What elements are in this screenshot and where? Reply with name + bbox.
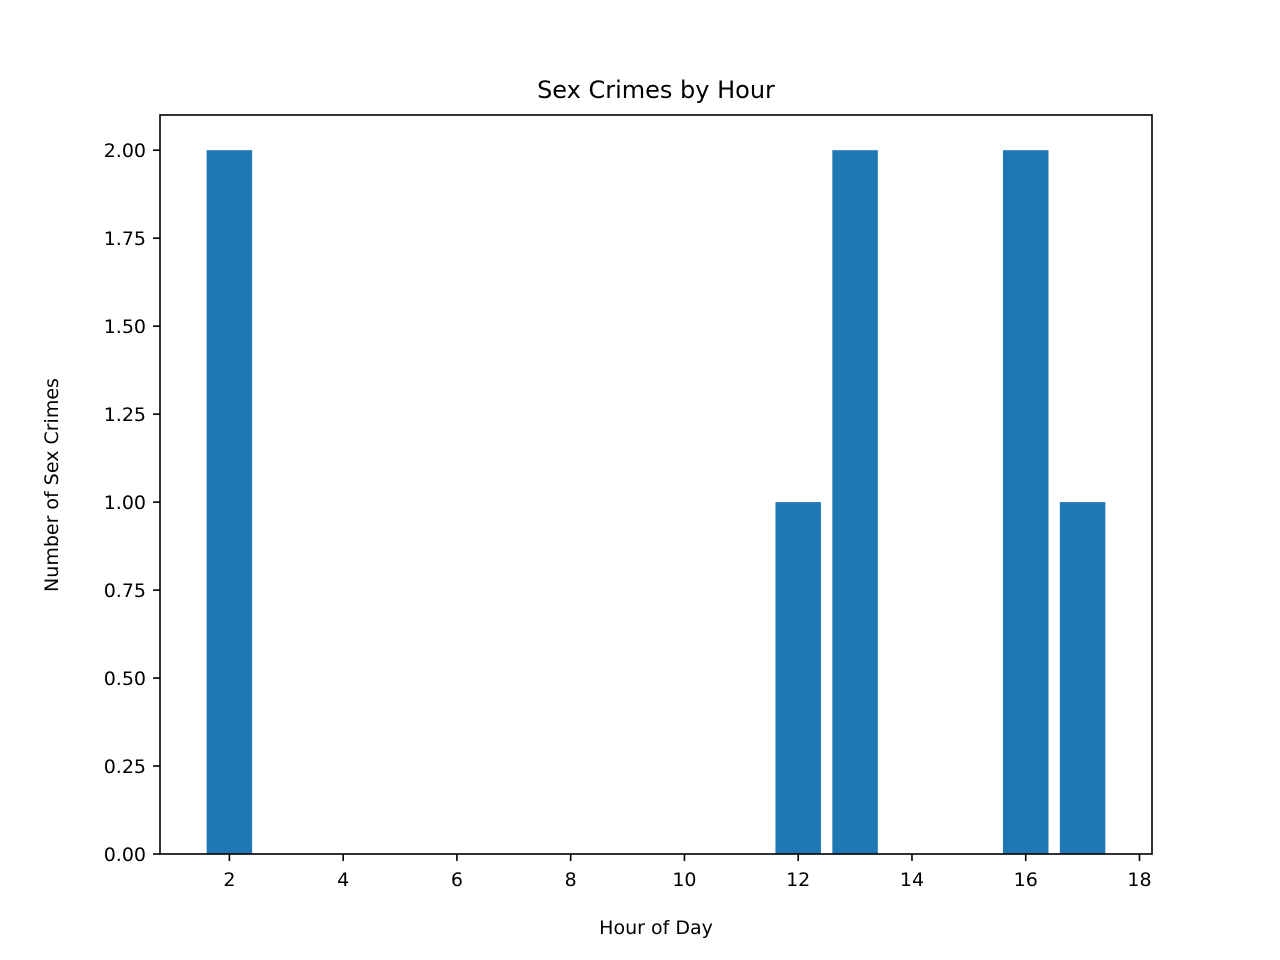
y-tick-label: 1.25 bbox=[104, 404, 146, 426]
y-tick-label: 0.00 bbox=[104, 844, 146, 866]
bars-group bbox=[206, 150, 1106, 854]
x-tick-label: 14 bbox=[900, 869, 924, 891]
x-axis-label: Hour of Day bbox=[599, 917, 713, 939]
y-axis-label: Number of Sex Crimes bbox=[41, 378, 63, 592]
bar-hour-13 bbox=[832, 150, 878, 854]
y-tick-label: 1.75 bbox=[104, 228, 146, 250]
y-tick-label: 0.25 bbox=[104, 756, 146, 778]
x-tick-label: 18 bbox=[1127, 869, 1151, 891]
y-tick-label: 0.50 bbox=[104, 668, 146, 690]
bar-hour-2 bbox=[206, 150, 253, 854]
bar-hour-12 bbox=[775, 502, 821, 854]
x-tick-label: 6 bbox=[451, 869, 463, 891]
y-tick-label: 1.50 bbox=[104, 316, 146, 338]
x-tick-label: 16 bbox=[1014, 869, 1038, 891]
y-tick-label: 2.00 bbox=[104, 140, 146, 162]
bar-hour-17 bbox=[1059, 502, 1106, 854]
y-axis-ticks: 0.00 0.25 0.50 0.75 1.00 1.25 1.50 1.75 2.00 bbox=[104, 140, 160, 866]
y-tick-label: 0.75 bbox=[104, 580, 146, 602]
x-tick-label: 8 bbox=[565, 869, 577, 891]
y-tick-label: 1.00 bbox=[104, 492, 146, 514]
x-tick-label: 4 bbox=[337, 869, 349, 891]
bar-hour-16 bbox=[1002, 150, 1049, 854]
x-tick-label: 2 bbox=[223, 869, 235, 891]
chart-title: Sex Crimes by Hour bbox=[537, 76, 775, 104]
x-axis-ticks: 2 4 6 8 10 12 14 16 18 bbox=[223, 854, 1152, 891]
plot-frame bbox=[159, 114, 1153, 855]
x-tick-label: 12 bbox=[786, 869, 810, 891]
x-tick-label: 10 bbox=[672, 869, 696, 891]
